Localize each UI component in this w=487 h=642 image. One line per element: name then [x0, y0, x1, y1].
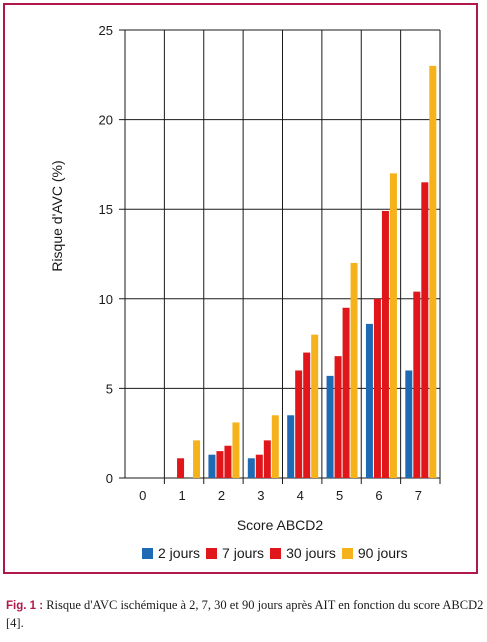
legend-label: 7 jours — [222, 545, 265, 561]
bar — [177, 458, 185, 478]
bar — [405, 370, 413, 478]
caption-label: Fig. 1 : — [6, 600, 44, 612]
bar — [342, 307, 350, 478]
legend-swatch — [341, 547, 353, 559]
bar — [311, 334, 319, 478]
bar — [247, 458, 255, 478]
bar — [271, 415, 279, 478]
y-tick-label: 15 — [99, 202, 113, 217]
x-tick-label: 6 — [375, 488, 382, 503]
x-tick-label: 0 — [139, 488, 146, 503]
legend-swatch — [270, 547, 282, 559]
bar — [263, 440, 271, 478]
chart-grid — [119, 29, 441, 484]
legend-item-30-jours: 30 jours — [270, 545, 336, 561]
bar — [208, 454, 216, 478]
legend-item-7-jours: 7 jours — [206, 545, 264, 561]
x-axis-title: Score ABCD2 — [237, 517, 324, 533]
legend-item-90-jours: 90 jours — [341, 545, 408, 561]
bar — [389, 173, 397, 479]
y-axis-title: Risque d'AVC (%) — [49, 160, 65, 271]
bar — [421, 182, 429, 478]
bar — [413, 291, 421, 478]
x-tick-label: 5 — [336, 488, 343, 503]
legend-label: 2 jours — [158, 545, 201, 561]
bar — [303, 352, 311, 478]
y-tick-label: 20 — [99, 113, 113, 128]
legend-swatch — [206, 547, 218, 559]
bar — [216, 451, 224, 478]
bar — [429, 65, 437, 478]
x-axis-ticks: 0 1 2 3 4 5 6 7 — [139, 488, 422, 503]
bar — [193, 440, 201, 478]
y-tick-label: 0 — [106, 471, 113, 486]
x-tick-label: 3 — [257, 488, 264, 503]
figure-caption: Fig. 1 : Risque d'AVC ischémique à 2, 7,… — [6, 597, 484, 632]
x-tick-label: 7 — [415, 488, 422, 503]
caption-text: Risque d'AVC ischémique à 2, 7, 30 et 90… — [6, 598, 484, 630]
y-tick-label: 5 — [106, 381, 113, 396]
x-tick-label: 4 — [297, 488, 304, 503]
bar — [334, 356, 342, 478]
figure-frame — [3, 3, 478, 574]
legend-item-2-jours: 2 jours — [142, 545, 200, 561]
bar — [350, 262, 358, 478]
legend-label: 30 jours — [286, 545, 336, 561]
y-tick-label: 25 — [99, 23, 113, 38]
bar — [326, 375, 334, 478]
chart-bars — [177, 65, 437, 479]
legend-swatch — [142, 547, 153, 559]
bar — [287, 415, 295, 478]
y-axis-ticks: 0 5 10 15 20 25 — [99, 23, 113, 486]
bar — [224, 445, 232, 478]
bar — [255, 454, 263, 478]
x-tick-label: 2 — [218, 488, 225, 503]
legend-label: 90 jours — [357, 545, 408, 561]
bar — [373, 298, 381, 478]
bar — [295, 370, 303, 478]
bar — [232, 422, 240, 478]
bar — [365, 323, 373, 478]
x-tick-label: 1 — [178, 488, 185, 503]
bar — [381, 210, 389, 478]
chart-legend: 2 jours 7 jours 30 jours 90 jours — [142, 545, 414, 561]
y-tick-label: 10 — [99, 292, 113, 307]
